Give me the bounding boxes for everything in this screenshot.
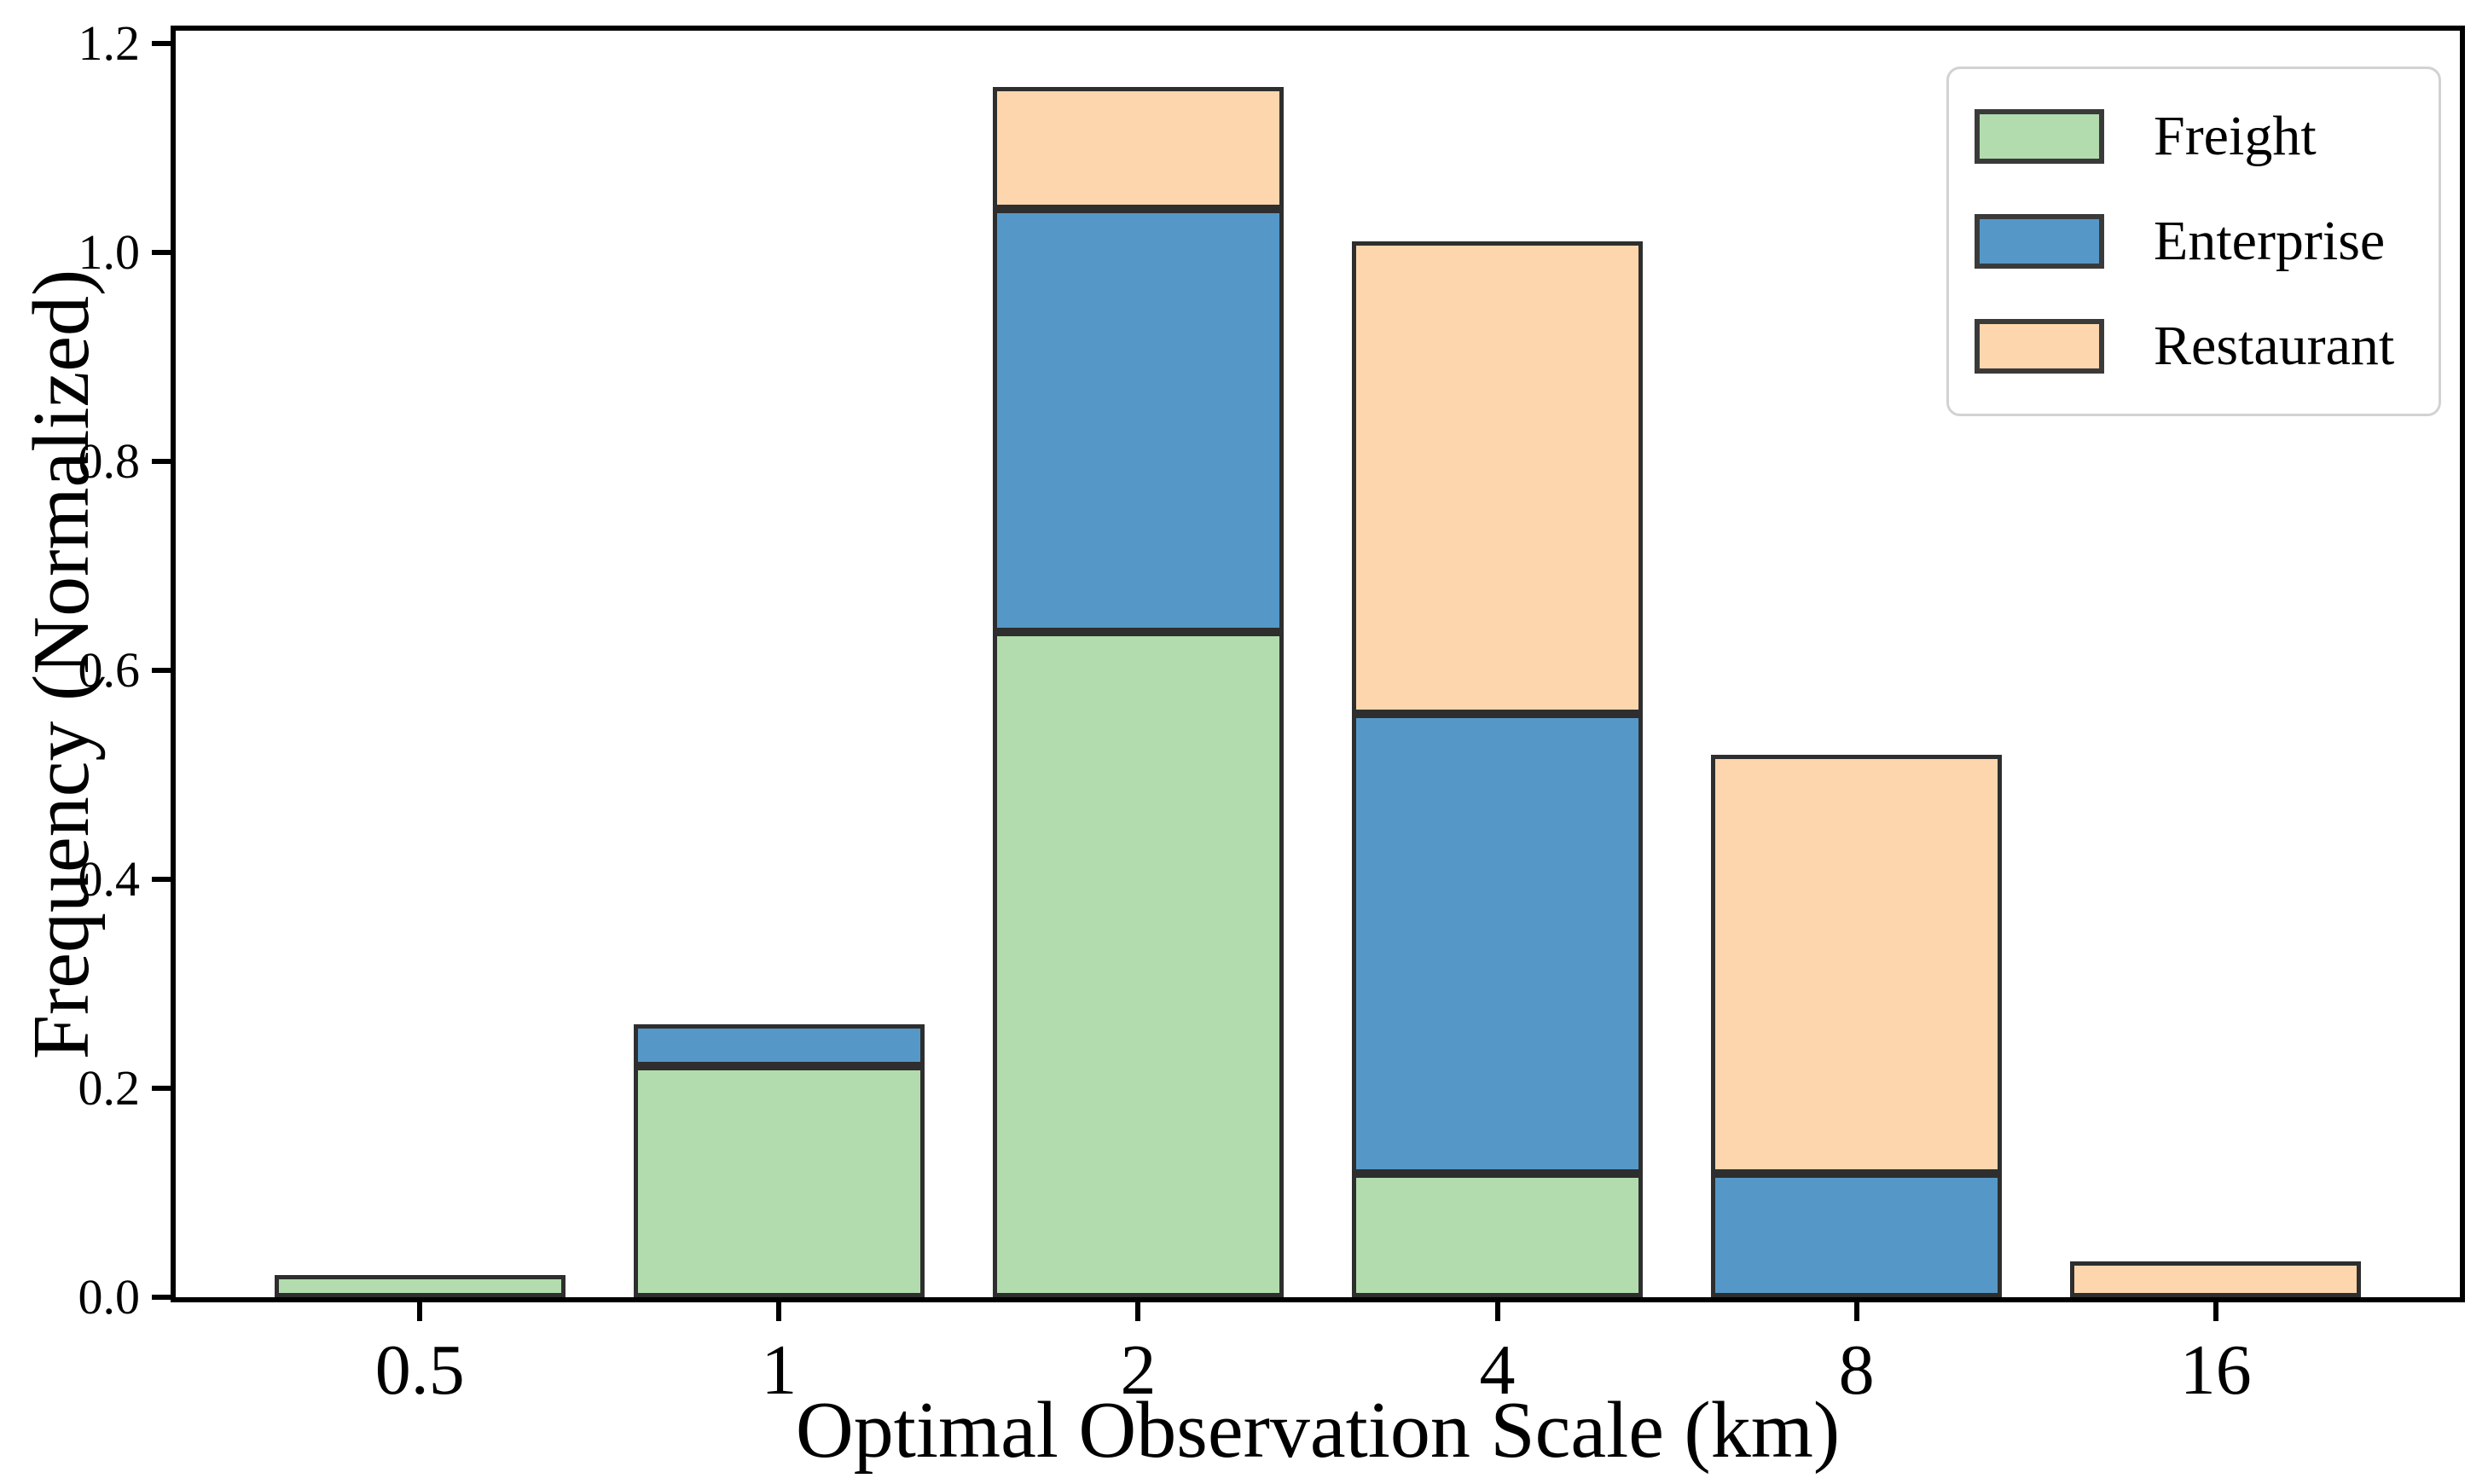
y-tick-label: 0.8 [78,433,141,489]
y-tick-mark [152,877,171,882]
bar-segment-freight-4 [1352,1174,1644,1297]
bar-segment-freight-1 [633,1066,925,1297]
legend-row-restaurant: Restaurant [1975,314,2413,377]
bar-segment-restaurant-4 [1352,241,1644,715]
x-tick-mark [776,1302,782,1321]
legend-swatch-enterprise [1975,213,2104,269]
bar-segment-enterprise-2 [992,208,1284,632]
x-tick-label: 2 [1120,1330,1157,1410]
legend: Freight Enterprise Restaurant [1946,67,2441,416]
y-tick-label: 1.2 [78,15,141,71]
x-tick-label: 8 [1838,1330,1875,1410]
bar-segment-freight-2 [992,631,1284,1297]
bar-segment-enterprise-8 [1711,1174,2003,1297]
legend-label-restaurant: Restaurant [2154,314,2395,377]
legend-row-freight: Freight [1975,108,2413,165]
plot-inner [176,31,2460,1297]
x-tick-mark [1853,1302,1859,1321]
legend-swatch-restaurant [1975,318,2104,374]
y-tick-mark [152,1295,171,1300]
y-tick-label: 0.6 [78,642,141,698]
y-tick-label: 0.2 [78,1060,141,1116]
y-tick-mark [152,668,171,673]
legend-row-enterprise: Enterprise [1975,209,2413,272]
y-tick-mark [152,250,171,255]
bar-segment-enterprise-1 [633,1024,925,1067]
x-axis-label: Optimal Observation Scale (km) [795,1386,1841,1475]
y-tick-mark [152,1086,171,1091]
legend-label-enterprise: Enterprise [2154,209,2386,272]
x-tick-label: 1 [761,1330,797,1410]
y-tick-mark [152,41,171,46]
bar-segment-restaurant-16 [2070,1261,2362,1297]
legend-label-freight: Freight [2154,105,2317,168]
y-tick-label: 1.0 [78,224,141,280]
bar-segment-restaurant-2 [992,87,1284,209]
x-tick-mark [1135,1302,1141,1321]
x-tick-label: 4 [1479,1330,1516,1410]
y-tick-label: 0.4 [78,851,141,907]
bar-segment-enterprise-4 [1352,714,1644,1174]
x-tick-label: 16 [2179,1330,2252,1410]
y-tick-label: 0.0 [78,1269,141,1325]
y-tick-mark [152,459,171,464]
x-tick-mark [2213,1302,2218,1321]
x-tick-mark [1494,1302,1500,1321]
x-tick-label: 0.5 [374,1330,465,1410]
bar-segment-freight-0.5 [274,1275,565,1297]
bar-segment-restaurant-8 [1711,755,2003,1174]
legend-swatch-freight [1975,109,2104,165]
x-tick-mark [417,1302,423,1321]
